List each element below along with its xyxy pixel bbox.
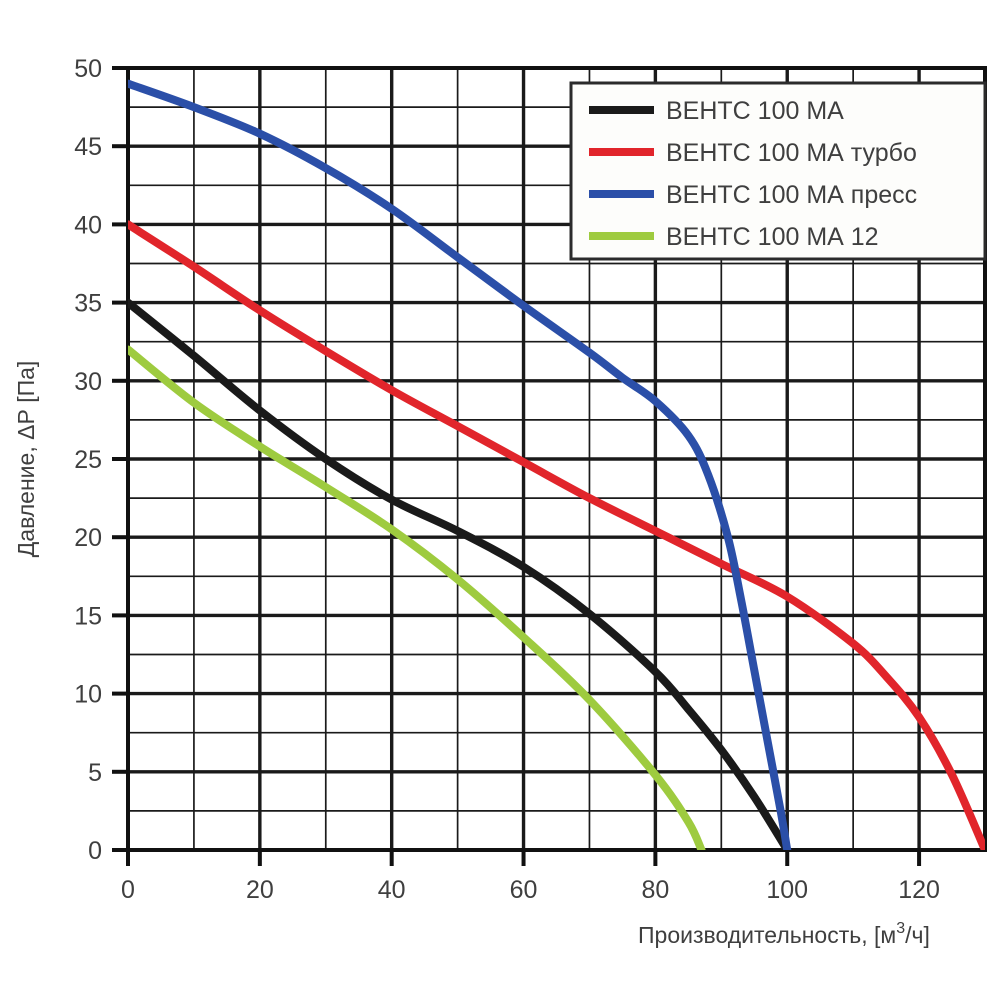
series-curve-3 <box>128 79 792 850</box>
chart-legend: ВЕНТС 100 МА ВЕНТС 100 МА турбо ВЕНТС 100 … <box>569 81 987 261</box>
y-tick-label: 5 <box>88 759 102 787</box>
axis-titles: Давление, ΔР [Па]Производительность, [м3… <box>13 361 930 948</box>
y-tick-label: 0 <box>88 837 102 865</box>
y-tick-label: 40 <box>74 211 102 239</box>
legend-item[interactable]: ВЕНТС 100 МА 12 <box>589 223 879 251</box>
x-tick-label: 100 <box>766 876 808 904</box>
y-tick-label: 45 <box>74 133 102 161</box>
y-tick-label: 35 <box>74 290 102 318</box>
y-tick-label: 20 <box>74 524 102 552</box>
x-axis-title: Производительность, [м3/ч] <box>638 920 930 948</box>
x-tick-label: 20 <box>246 876 274 904</box>
y-axis-tick-labels: 0 5 10 15 20 25 30 35 40 45 50 <box>74 55 102 865</box>
x-tick-label: 120 <box>898 876 940 904</box>
x-axis-title-base: Производительность, [м <box>638 922 896 948</box>
legend-item[interactable]: ВЕНТС 100 МА <box>589 97 844 125</box>
legend-item[interactable]: ВЕНТС 100 МА пресс <box>589 181 917 209</box>
x-axis-title-superscript: 3 <box>896 920 905 937</box>
x-tick-label: 0 <box>121 876 135 904</box>
y-tick-label: 30 <box>74 368 102 396</box>
axis-ticks <box>112 66 922 866</box>
series-curve-1 <box>128 298 792 850</box>
series-curves <box>128 79 985 850</box>
legend-item[interactable]: ВЕНТС 100 МА турбо <box>589 139 917 167</box>
legend-label: ВЕНТС 100 МА 12 <box>666 223 879 251</box>
x-axis-title-tail: /ч] <box>905 922 930 948</box>
x-tick-label: 80 <box>641 876 669 904</box>
legend-label: ВЕНТС 100 МА <box>666 97 844 125</box>
y-tick-label: 25 <box>74 446 102 474</box>
x-tick-label: 60 <box>510 876 538 904</box>
series-curve-2 <box>128 220 985 850</box>
y-tick-label: 10 <box>74 681 102 709</box>
x-axis-tick-labels: 0 20 40 60 80 100 120 <box>121 876 940 904</box>
legend-label: ВЕНТС 100 МА турбо <box>666 139 917 167</box>
y-tick-label: 50 <box>74 55 102 83</box>
series-curve-4 <box>128 345 706 850</box>
x-tick-label: 40 <box>378 876 406 904</box>
y-axis-title: Давление, ΔР [Па] <box>13 361 39 558</box>
y-tick-label: 15 <box>74 602 102 630</box>
legend-label: ВЕНТС 100 МА пресс <box>666 181 917 209</box>
